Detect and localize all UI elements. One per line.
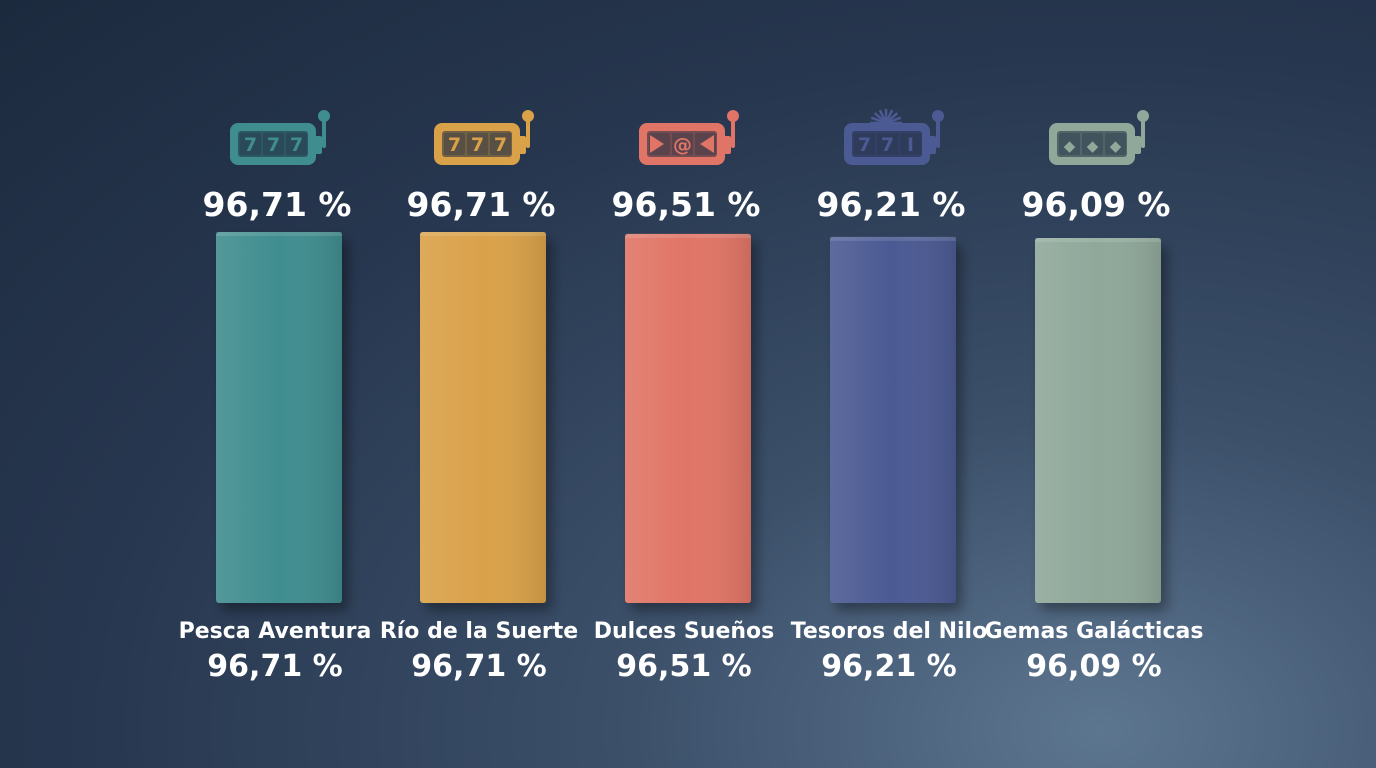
svg-text:7: 7: [858, 134, 871, 156]
svg-text:7: 7: [471, 134, 484, 156]
svg-text:◆: ◆: [1064, 137, 1076, 155]
category-label: Río de la Suerte: [380, 619, 578, 644]
category-value-label: 96,21 %: [821, 649, 956, 684]
svg-text:I: I: [907, 134, 914, 156]
bar-sheen: [625, 233, 751, 603]
bar-sheen: [830, 236, 956, 603]
svg-text:7: 7: [494, 134, 507, 156]
category-value-label: 96,71 %: [207, 649, 342, 684]
slot-machine-gems-icon: ◆ ◆ ◆: [1049, 110, 1149, 165]
bar-value-label: 96,21 %: [817, 185, 966, 224]
svg-text:7: 7: [267, 134, 280, 156]
bar-top-edge: [625, 233, 751, 238]
svg-text:7: 7: [881, 134, 894, 156]
svg-text:◆: ◆: [1087, 137, 1099, 155]
bar-value-label: 96,51 %: [612, 185, 761, 224]
bar-item-3: @96,51 % Dulces Sueños 96,51 %: [594, 110, 774, 684]
slot-machine-candy-icon: @: [639, 110, 739, 165]
svg-text:@: @: [673, 134, 692, 156]
bar-top-edge: [216, 232, 342, 236]
bar-value-label: 96,09 %: [1022, 185, 1171, 224]
category-label: Tesoros del Nilo: [791, 619, 987, 644]
svg-text:7: 7: [244, 134, 257, 156]
category-label: Gemas Galácticas: [985, 619, 1204, 644]
bar-item-5: ◆ ◆ ◆ 96,09 % Gemas Galácticas 96,09 %: [985, 110, 1204, 684]
category-label: Pesca Aventura: [179, 619, 372, 644]
bar-sheen: [420, 232, 546, 603]
svg-text:7: 7: [448, 134, 461, 156]
svg-text:◆: ◆: [1110, 137, 1122, 155]
bar-value-label: 96,71 %: [203, 185, 352, 224]
category-value-label: 96,71 %: [411, 649, 546, 684]
bar-value-label: 96,71 %: [407, 185, 556, 224]
svg-text:7: 7: [290, 134, 303, 156]
bar-sheen: [216, 232, 342, 603]
bar-top-edge: [420, 232, 546, 236]
category-value-label: 96,09 %: [1026, 649, 1161, 684]
bar-top-edge: [1035, 238, 1161, 242]
bar-top-edge: [830, 236, 956, 241]
bar-sheen: [1035, 238, 1161, 603]
category-label: Dulces Sueños: [594, 619, 774, 644]
category-value-label: 96,51 %: [616, 649, 751, 684]
